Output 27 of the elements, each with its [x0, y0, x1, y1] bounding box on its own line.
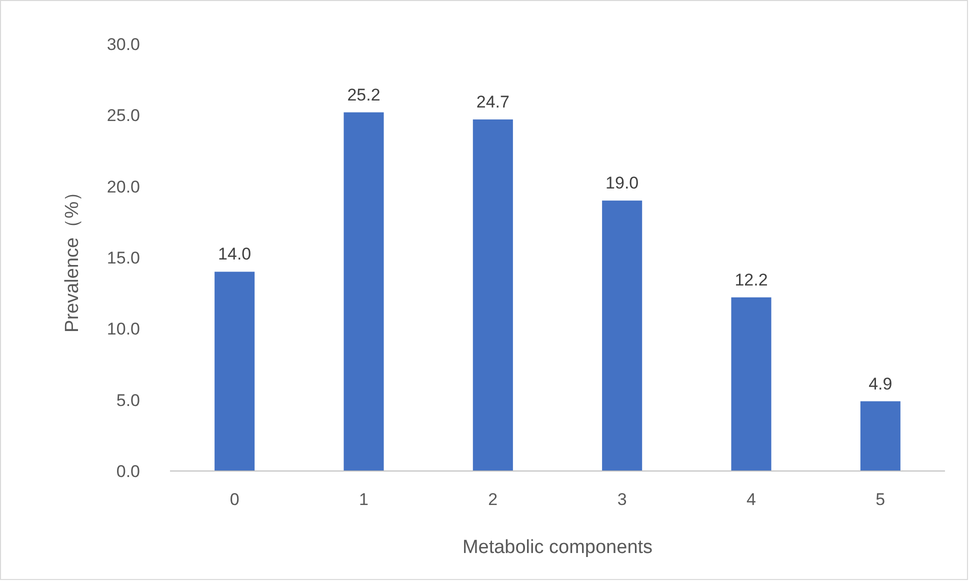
y-tick-label: 10.0 [106, 320, 140, 339]
y-tick-label: 5.0 [116, 390, 140, 410]
x-axis-title: Metabolic components [462, 537, 653, 558]
bar [602, 200, 642, 471]
x-tick-label: 4 [746, 490, 756, 509]
data-label: 24.7 [476, 92, 510, 112]
bar [860, 401, 900, 471]
bar [214, 272, 255, 471]
y-tick-label: 20.0 [106, 177, 140, 196]
y-tick-label: 30.0 [106, 34, 140, 54]
data-label: 12.2 [734, 270, 768, 290]
y-tick-label: 0.0 [116, 462, 140, 481]
data-label: 4.9 [868, 374, 892, 394]
x-tick-label: 0 [230, 490, 240, 509]
data-label: 19.0 [606, 174, 639, 193]
x-tick-label: 5 [876, 490, 886, 509]
y-axis-title: Prevalence（%） [62, 182, 83, 332]
bar [472, 119, 513, 471]
y-tick-label: 15.0 [106, 248, 140, 268]
bar [344, 112, 384, 471]
data-label: 25.2 [347, 85, 380, 104]
y-tick-label: 25.0 [106, 106, 140, 126]
data-label: 14.0 [218, 244, 252, 264]
bar [731, 297, 772, 471]
x-tick-label: 2 [488, 490, 498, 509]
x-tick-label: 1 [359, 490, 368, 509]
x-tick-label: 3 [617, 490, 627, 509]
